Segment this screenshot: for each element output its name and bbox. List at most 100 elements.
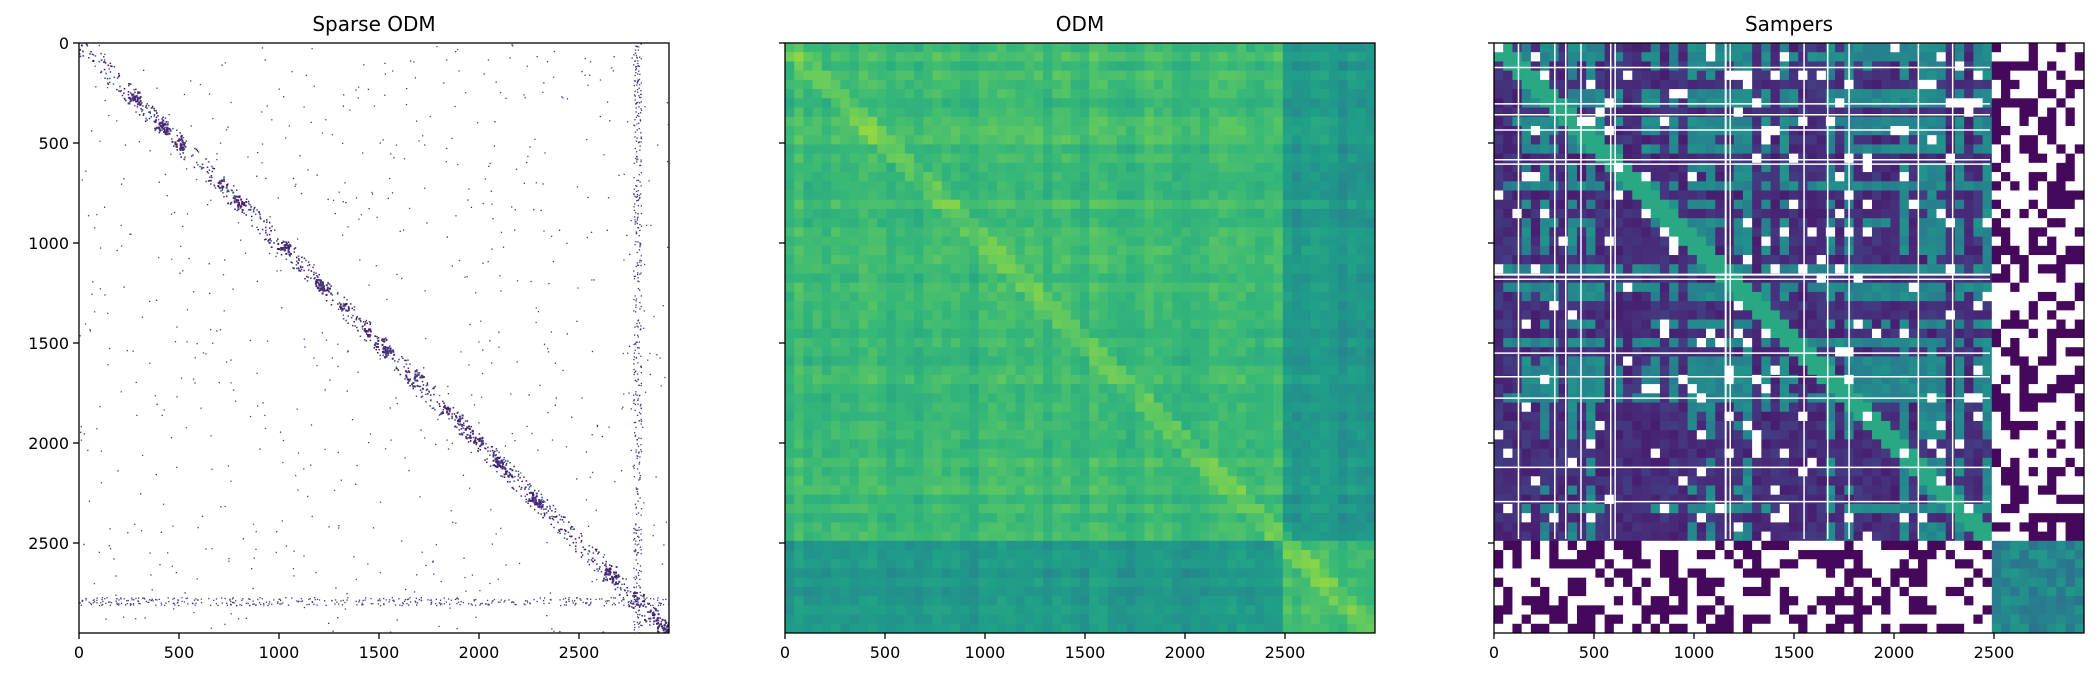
sparse-point — [585, 499, 588, 501]
heatmap-cell — [1080, 98, 1090, 109]
heatmap-cell — [914, 135, 924, 146]
sparse-point — [553, 630, 555, 632]
heatmap-cell — [932, 310, 943, 321]
cluster-point — [135, 100, 138, 103]
sparse-point — [622, 577, 624, 580]
sparse-point — [337, 527, 340, 529]
cluster-point — [219, 187, 222, 190]
cluster-point — [320, 284, 323, 287]
cluster-point — [651, 611, 654, 614]
sparse-point — [652, 535, 654, 537]
sparse-point — [341, 604, 344, 606]
heatmap-cell — [1107, 227, 1118, 238]
chart-title: Sparse ODM — [312, 12, 435, 36]
sparse-point — [226, 195, 228, 198]
sparse-point — [634, 95, 637, 97]
heatmap-cell — [1245, 43, 1256, 53]
cluster-point — [137, 91, 140, 94]
cluster-point — [383, 340, 386, 343]
sparse-point — [531, 432, 533, 435]
heatmap-cell — [858, 70, 869, 81]
heatmap-cell — [886, 291, 897, 302]
sparse-point — [325, 604, 327, 607]
sparse-point — [558, 229, 561, 231]
heatmap-cell — [1356, 291, 1367, 302]
heatmap-cell — [1319, 282, 1330, 293]
heatmap-cell — [978, 181, 989, 192]
heatmap-cell — [1116, 98, 1127, 109]
sparse-point — [385, 599, 387, 601]
sparse-point — [101, 598, 103, 601]
heatmap-cell — [1190, 98, 1201, 109]
sparse-point — [409, 601, 412, 603]
sparse-point — [633, 206, 635, 208]
heatmap-cell — [1245, 301, 1256, 311]
heatmap-cell — [932, 79, 943, 90]
sparse-point — [492, 456, 495, 458]
sparse-point — [79, 52, 81, 55]
heatmap-cell — [1310, 199, 1321, 210]
sparse-point — [549, 506, 551, 508]
heatmap-cell — [997, 162, 1007, 173]
sparse-point — [462, 422, 465, 425]
sparse-point — [250, 219, 253, 222]
cluster-point — [421, 387, 424, 390]
heatmap-cell — [1024, 79, 1035, 90]
sparse-point — [470, 394, 473, 396]
sparse-point — [480, 603, 482, 605]
cluster-point — [383, 338, 386, 341]
sparse-point — [546, 499, 549, 501]
sparse-point — [636, 137, 638, 139]
heatmap-cell — [960, 153, 970, 164]
sparse-point — [379, 358, 381, 360]
sparse-point — [154, 598, 157, 601]
sparse-point — [564, 532, 566, 535]
heatmap-cell — [1365, 116, 1375, 127]
heatmap-cell — [1282, 162, 1293, 173]
cluster-point — [638, 604, 641, 607]
cluster-point — [222, 178, 225, 181]
sparse-point — [172, 127, 174, 130]
sparse-point — [634, 599, 637, 601]
sparse-point — [658, 602, 660, 604]
heatmap-cell — [1006, 227, 1017, 238]
heatmap-cell — [794, 282, 805, 293]
sparse-point — [383, 603, 385, 606]
heatmap-cell — [1236, 162, 1247, 173]
sparse-point — [384, 62, 386, 65]
heatmap-cell — [1107, 43, 1118, 53]
sparse-point — [484, 459, 486, 461]
sparse-point — [543, 513, 546, 515]
heatmap-cell — [840, 255, 851, 265]
cluster-point — [161, 125, 164, 128]
heatmap-cell — [1338, 144, 1348, 155]
heatmap-cell — [1292, 264, 1302, 275]
cluster-point — [541, 504, 544, 507]
heatmap-cell — [877, 116, 888, 127]
heatmap-cell — [831, 236, 841, 247]
sparse-point — [123, 286, 125, 288]
sparse-point — [248, 202, 250, 205]
heatmap-cell — [1347, 245, 1358, 256]
heatmap-cell — [1107, 245, 1118, 256]
heatmap-cell — [821, 52, 832, 63]
sparse-point — [478, 433, 481, 435]
sparse-point — [443, 603, 446, 605]
cluster-point — [501, 462, 504, 465]
cluster-point — [461, 417, 464, 420]
sparse-point — [357, 97, 359, 99]
heatmap-cell — [904, 319, 915, 330]
cluster-point — [139, 99, 142, 102]
sparse-point — [623, 598, 625, 601]
heatmap-cell — [1356, 236, 1367, 247]
sparse-point — [232, 192, 234, 194]
heatmap-cell — [1126, 125, 1136, 136]
heatmap-cell — [1328, 236, 1339, 247]
heatmap-cell — [1006, 199, 1017, 210]
sparse-point — [155, 299, 158, 301]
heatmap-cell — [858, 255, 869, 265]
heatmap-cell — [1181, 301, 1192, 311]
sparse-point — [638, 289, 641, 291]
heatmap-cell — [1144, 125, 1155, 136]
heatmap-cell — [1153, 319, 1164, 330]
